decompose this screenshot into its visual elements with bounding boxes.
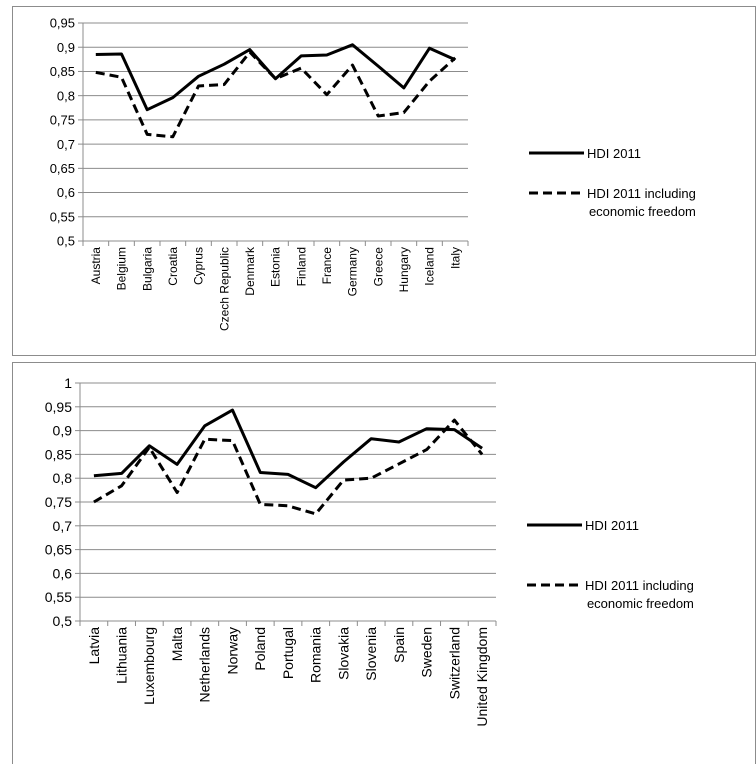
legend-label-line: HDI 2011: [587, 146, 641, 161]
chart-panel-2: 0,5 0,55 0,6 0,65 0,7 0,75 0,8 0,85 0,9 0,95 1 Latv…: [12, 362, 756, 764]
series-line-2: [96, 52, 455, 137]
x-tick-label: Lithuania: [114, 627, 130, 684]
y-tick-label: 0,8: [53, 470, 73, 486]
x-tick-label: Germany: [346, 247, 360, 296]
y-tick-label: 0,75: [45, 494, 72, 510]
y-tick-label: 0,7: [57, 137, 75, 152]
x-tick-label: Hungary: [397, 247, 411, 292]
x-tick-label: France: [320, 247, 334, 285]
x-tick-label: Luxembourg: [141, 627, 157, 705]
chart-2: 0,5 0,55 0,6 0,65 0,7 0,75 0,8 0,85 0,9 0,95 1 Latv…: [13, 363, 755, 765]
y-tick-label: 0,9: [57, 40, 75, 55]
x-tick-label: Cyprus: [192, 247, 206, 285]
x-tick-label: United Kingdom: [474, 627, 490, 727]
legend-label: HDI 2011 including economic freedom: [587, 186, 696, 219]
y-tick-label: 0,95: [50, 16, 75, 31]
x-tick-label: Malta: [169, 627, 185, 661]
x-tick-label: Switzerland: [446, 627, 462, 699]
x-tick-label: Netherlands: [197, 627, 213, 703]
y-tick-label: 0,8: [57, 88, 75, 103]
x-tick-label: Bulgaria: [140, 247, 154, 291]
x-tick-label: Sweden: [419, 627, 435, 678]
y-tick-label: 0,85: [50, 64, 75, 79]
y-tick-label: 0,6: [57, 185, 75, 200]
y-tick-label: 0,7: [53, 518, 73, 534]
x-tick-label: Norway: [224, 627, 240, 674]
x-tick-label: Estonia: [269, 247, 283, 287]
y-tick-label: 0,85: [45, 446, 72, 462]
legend-label: HDI 2011: [585, 518, 639, 533]
x-tick-label: Poland: [252, 627, 268, 671]
y-tick-label: 1: [64, 375, 72, 391]
x-tick-label: Croatia: [166, 247, 180, 286]
legend-label: HDI 2011: [587, 146, 641, 161]
y-tick-label: 0,55: [45, 589, 72, 605]
chart-panel-1: 0,5 0,55 0,6 0,65 0,7 0,75 0,8 0,85 0,9 0,95 Austr…: [12, 6, 756, 356]
y-tick-label: 0,5: [53, 613, 73, 629]
y-tick-label: 0,65: [50, 161, 75, 176]
x-tick-label: Italy: [448, 247, 462, 269]
x-tick-label: Denmark: [243, 246, 257, 296]
x-tick-label: Belgium: [115, 247, 129, 290]
y-tick-label: 0,6: [53, 565, 73, 581]
legend-label-line: HDI 2011 including: [587, 186, 696, 201]
y-tick-label: 0,95: [45, 399, 72, 415]
y-tick-label: 0,9: [53, 423, 73, 439]
y-tick-label: 0,5: [57, 234, 75, 249]
series-line-1: [94, 410, 482, 488]
chart-1: 0,5 0,55 0,6 0,65 0,7 0,75 0,8 0,85 0,9 0,95 Austr…: [13, 7, 755, 355]
legend-label-line: HDI 2011 including: [585, 578, 694, 593]
x-tick-label: Latvia: [86, 627, 102, 665]
x-tick-label: Slovakia: [335, 627, 351, 680]
x-tick-label: Romania: [308, 627, 324, 683]
x-tick-label: Finland: [294, 247, 308, 286]
legend-label-line: economic freedom: [589, 204, 696, 219]
series-line-2: [94, 420, 482, 514]
x-tick-label: Austria: [89, 247, 103, 285]
x-tick-label: Portugal: [280, 627, 296, 679]
legend-label-line: HDI 2011: [585, 518, 639, 533]
legend-label: HDI 2011 including economic freedom: [585, 578, 694, 611]
x-tick-label: Iceland: [423, 247, 437, 286]
x-tick-label: Spain: [391, 627, 407, 663]
legend-label-line: economic freedom: [587, 596, 694, 611]
x-tick-label: Czech Republic: [217, 247, 231, 331]
y-tick-label: 0,55: [50, 209, 75, 224]
x-tick-label: Greece: [371, 247, 385, 287]
y-tick-label: 0,65: [45, 542, 72, 558]
y-tick-label: 0,75: [50, 113, 75, 128]
x-tick-label: Slovenia: [363, 627, 379, 681]
